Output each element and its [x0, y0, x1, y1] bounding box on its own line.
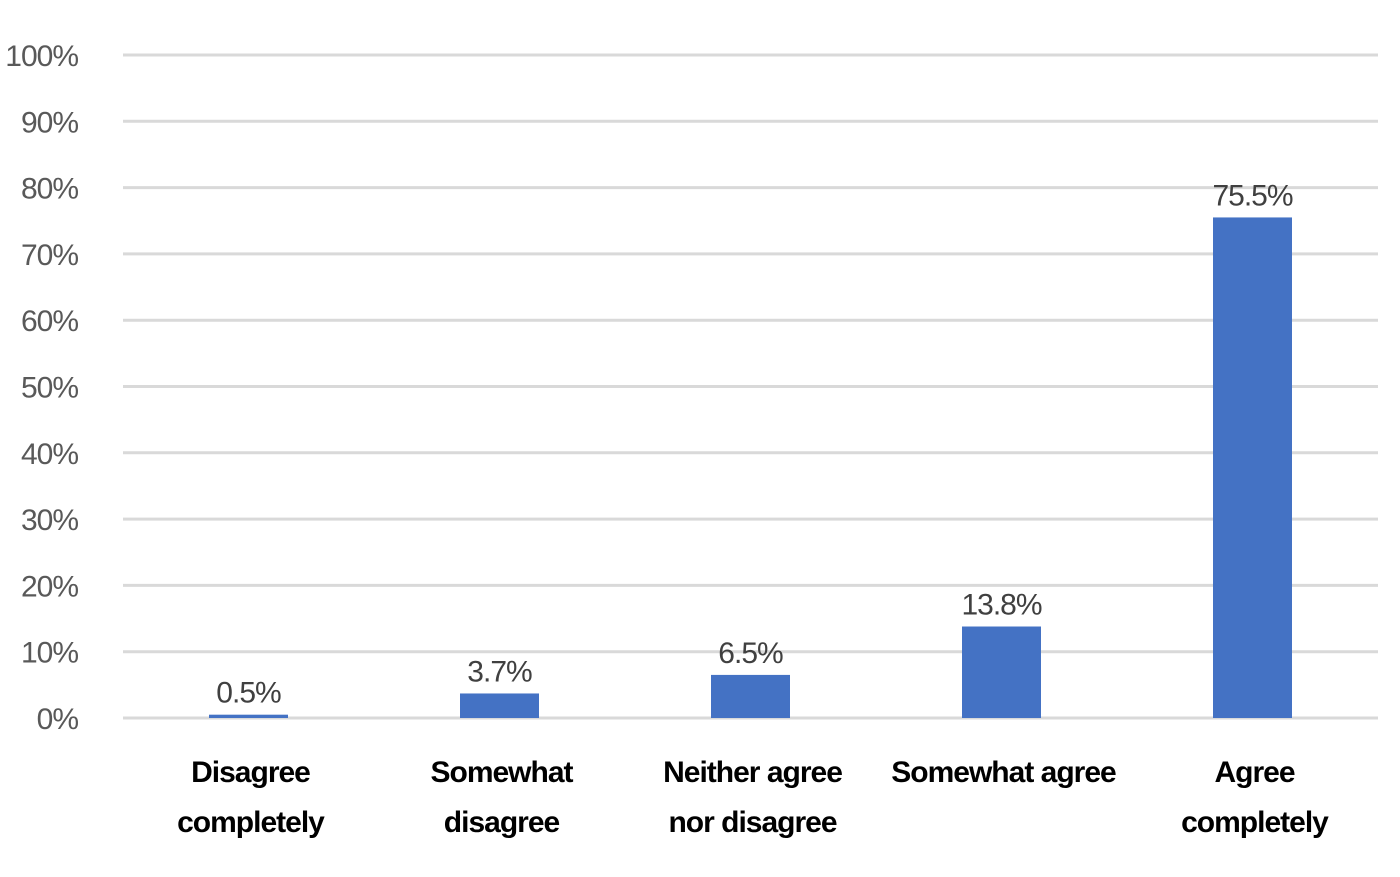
- y-tick-label: 20%: [21, 570, 78, 603]
- y-tick-label: 100%: [5, 40, 78, 73]
- y-tick-label: 90%: [21, 106, 78, 139]
- y-tick-label: 70%: [21, 239, 78, 272]
- y-tick-label: 50%: [21, 372, 78, 405]
- data-label: 13.8%: [961, 589, 1041, 622]
- data-label: 75.5%: [1212, 179, 1292, 212]
- bar: [1213, 217, 1292, 718]
- bar: [711, 674, 790, 718]
- y-tick-label: 0%: [37, 703, 79, 736]
- data-label: 0.5%: [216, 677, 281, 710]
- data-label: 3.7%: [467, 655, 532, 688]
- y-tick-label: 30%: [21, 504, 78, 537]
- data-label: 6.5%: [718, 637, 783, 670]
- bar: [460, 693, 539, 718]
- x-category-label: Agree completely: [1181, 756, 1329, 839]
- y-tick-label: 80%: [21, 173, 78, 206]
- y-tick-label: 60%: [21, 305, 78, 338]
- x-category-label: Somewhat disagree: [430, 756, 573, 839]
- x-category-label: Neither agree nor disagree: [663, 756, 842, 839]
- y-axis-ticks: 0% 10% 20% 30% 40% 50% 60% 70% 80% 90% 100%: [5, 40, 79, 736]
- x-category-label: Disagree completely: [177, 756, 325, 839]
- bar: [209, 714, 288, 718]
- bars: [209, 217, 1292, 718]
- y-tick-label: 10%: [21, 637, 78, 670]
- y-tick-label: 40%: [21, 438, 78, 471]
- category-labels: Disagree completely Somewhat disagree Neithe…: [177, 756, 1330, 839]
- x-category-label: Somewhat agree: [891, 756, 1116, 789]
- bar: [962, 626, 1041, 718]
- data-labels: 0.5% 3.7% 6.5% 13.8% 75.5%: [216, 179, 1294, 710]
- gridlines: [123, 53, 1378, 720]
